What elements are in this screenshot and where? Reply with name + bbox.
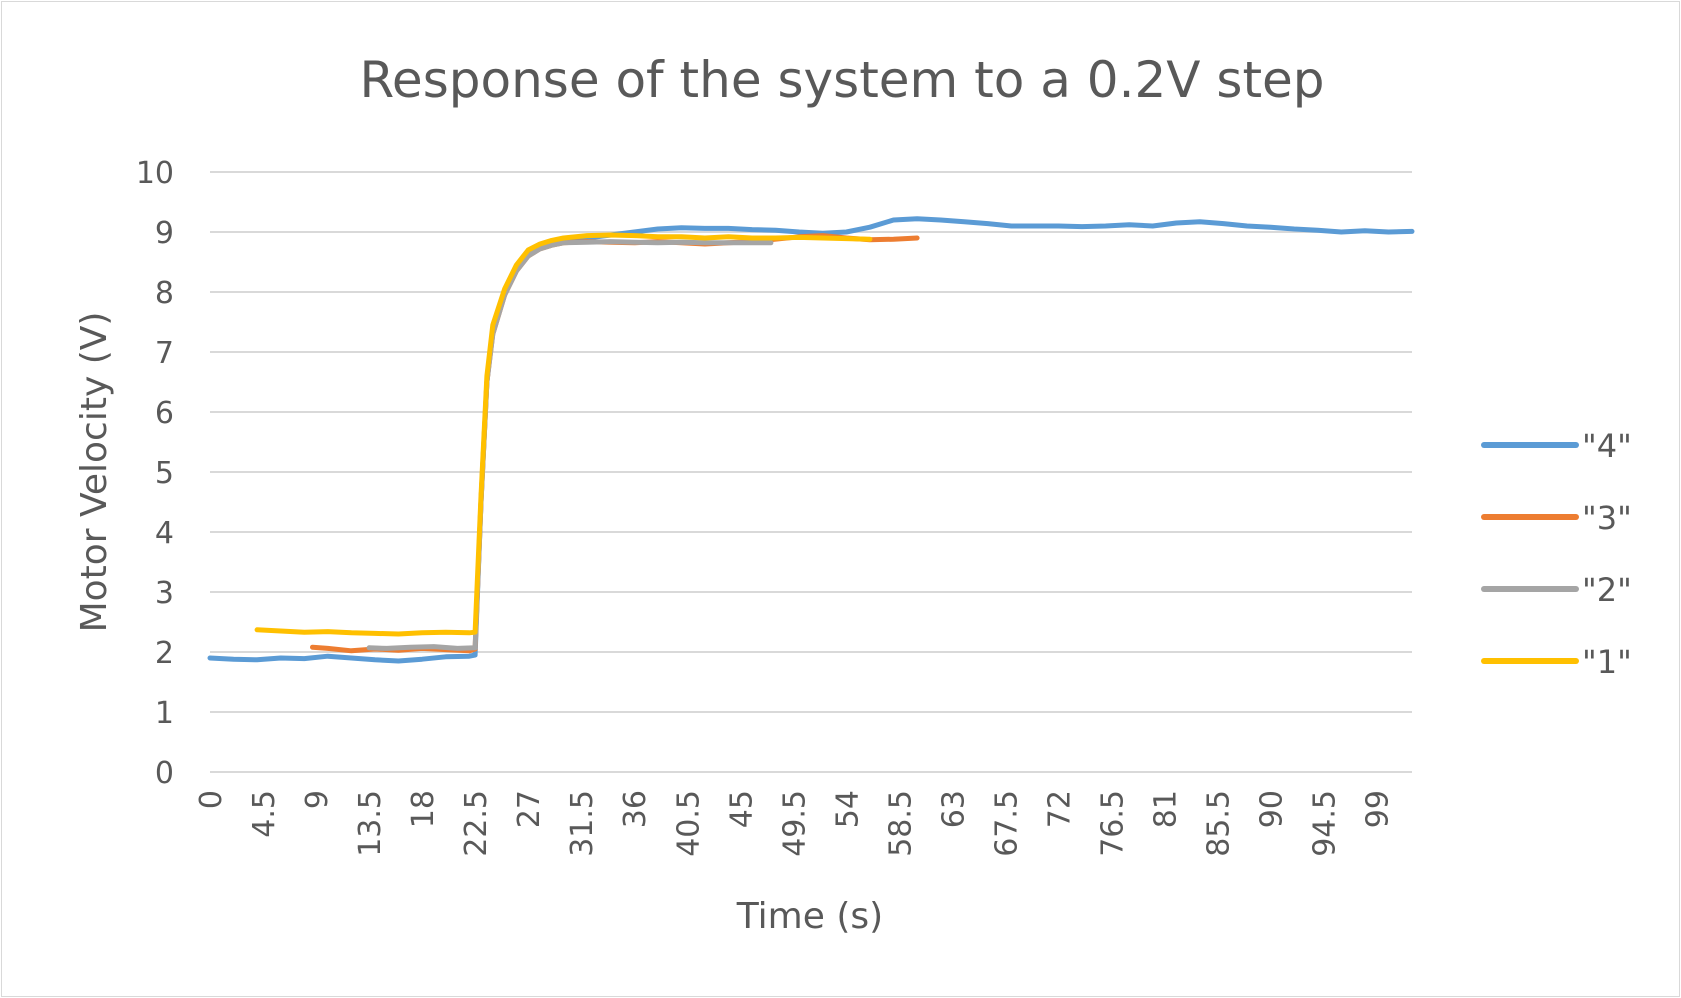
chart-title: Response of the system to a 0.2V step: [359, 51, 1324, 109]
x-tick-label: 13.5: [353, 790, 388, 857]
x-tick-label: 54: [830, 790, 865, 828]
x-tick-label: 90: [1255, 790, 1290, 828]
x-tick-label: 58.5: [883, 790, 918, 857]
y-tick-label: 7: [155, 336, 174, 371]
legend-label: "4": [1582, 427, 1632, 465]
x-tick-label: 81: [1149, 790, 1184, 828]
x-tick-label: 0: [194, 790, 229, 809]
y-tick-label: 5: [155, 456, 174, 491]
x-tick-label: 67.5: [989, 790, 1024, 857]
y-tick-label: 10: [136, 156, 174, 191]
y-tick-label: 4: [155, 516, 174, 551]
legend-label: "2": [1582, 571, 1632, 609]
x-axis-ticks: 0 4.5 9 13.5 18 22.5 27 31.5 36 40.5 45 49.5 54 58.5 6…: [194, 790, 1396, 857]
y-tick-label: 1: [155, 696, 174, 731]
x-tick-label: 31.5: [565, 790, 600, 857]
legend-item: "4": [1481, 427, 1632, 465]
series-line-2: [366, 239, 774, 651]
x-tick-label: 63: [936, 790, 971, 828]
x-tick-label: 45: [724, 790, 759, 828]
legend-item: "1": [1481, 643, 1632, 681]
series-line-3: [254, 232, 873, 637]
x-tick-label: 94.5: [1308, 790, 1343, 857]
series-line-1: [310, 233, 920, 654]
x-tick-label: 9: [300, 790, 335, 809]
legend: "4" "3" "2" "1": [1481, 427, 1632, 681]
x-tick-label: 22.5: [459, 790, 494, 857]
x-tick-label: 40.5: [671, 790, 706, 857]
x-tick-label: 27: [512, 790, 547, 828]
x-tick-label: 76.5: [1096, 790, 1131, 857]
y-tick-label: 8: [155, 276, 174, 311]
x-tick-label: 99: [1361, 790, 1396, 828]
y-tick-label: 3: [155, 576, 174, 611]
legend-item: "3": [1481, 499, 1632, 537]
y-tick-label: 9: [155, 216, 174, 251]
y-axis-title: Motor Velocity (V): [74, 312, 115, 633]
y-axis-ticks: 0 1 2 3 4 5 6 7 8 9 10: [136, 156, 174, 791]
x-tick-label: 18: [406, 790, 441, 828]
x-axis-title: Time (s): [736, 896, 883, 937]
gridlines: [210, 171, 1412, 773]
series-line-0: [207, 216, 1415, 664]
x-tick-label: 85.5: [1202, 790, 1237, 857]
legend-label: "3": [1582, 499, 1632, 537]
x-tick-label: 4.5: [247, 790, 282, 838]
y-tick-label: 6: [155, 396, 174, 431]
x-tick-label: 36: [618, 790, 653, 828]
x-tick-label: 49.5: [777, 790, 812, 857]
legend-item: "2": [1481, 571, 1632, 609]
x-tick-label: 72: [1042, 790, 1077, 828]
y-tick-label: 2: [155, 636, 174, 671]
legend-label: "1": [1582, 643, 1632, 681]
series-lines: [207, 216, 1415, 664]
y-tick-label: 0: [155, 756, 174, 791]
